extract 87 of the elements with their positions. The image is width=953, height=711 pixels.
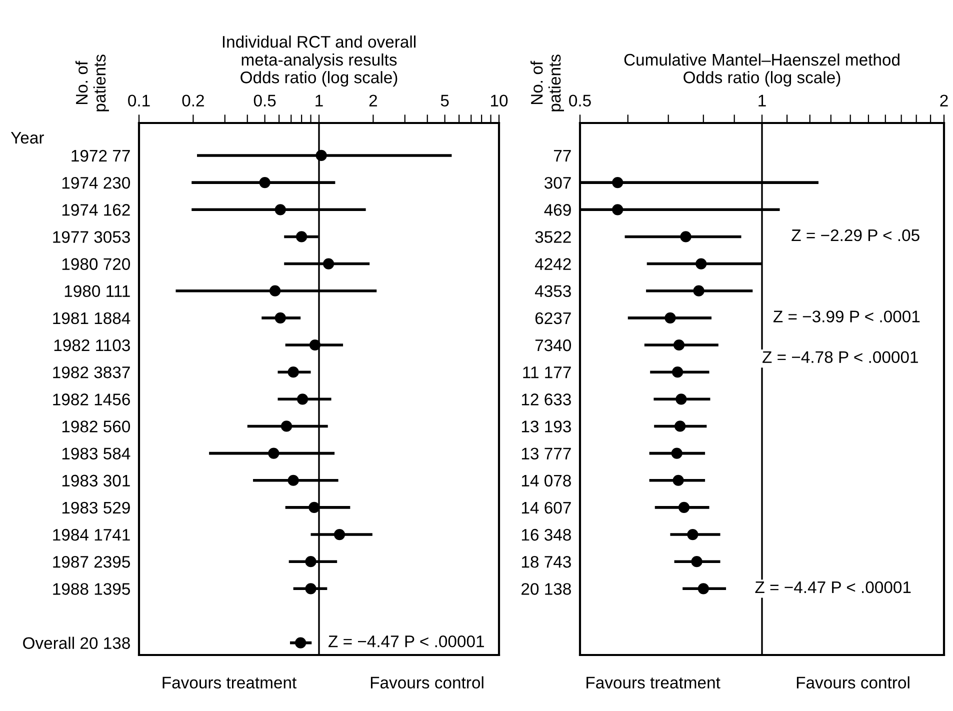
point [696,258,707,270]
point [672,474,684,486]
y-tick-label: 1982 3837 [53,366,130,378]
point [305,556,316,568]
text: Favours treatment [586,676,720,689]
y-tick-label: 7340 [535,339,572,352]
point [296,394,308,405]
y-tick-label: Overall 20 138 [23,636,130,650]
x-axis-title: Odds ratio (log scale) [240,71,398,87]
point [673,339,685,351]
y-tick-label: 13 777 [522,448,571,460]
point [309,339,321,351]
y-tick-label: 1988 1395 [53,583,130,595]
point [296,231,308,242]
chart-title: Cumulative Mantel–Haenszel method [624,53,900,66]
text: Year [10,132,44,144]
text: No. of patients [530,54,564,112]
annotation: Z = −4.78 P < .00001 [762,351,918,364]
y-tick-label: 6237 [535,312,571,324]
point [274,312,286,324]
y-tick-label: 1974 162 [62,204,130,216]
y-tick-label: 1982 1456 [53,394,130,406]
y-tick-label: 16 348 [522,528,571,541]
point [305,583,316,594]
y-tick-label: 1982 560 [62,420,130,432]
y-tick-label: 20 138 [522,583,571,595]
x-tick-label: 1 [316,94,323,106]
x-tick-label: 2 [369,94,377,106]
point [295,637,306,648]
point [671,448,682,459]
y-tick-label: 4242 [534,258,571,270]
y-tick-label: 12 633 [522,394,571,406]
x-axis-title: Odds ratio (log scale) [684,71,840,87]
x-tick-label: 10 [491,94,508,107]
y-tick-label: 1980 111 [64,285,130,298]
y-tick-label: 13 193 [522,420,571,432]
y-tick-label: 469 [544,204,571,216]
x-tick-label: 5 [440,94,449,107]
point [280,420,292,432]
point [698,583,709,594]
x-tick-label: 0.1 [128,94,150,107]
point [664,312,676,324]
point [680,231,692,242]
text: No. of patients [75,54,109,112]
y-tick-label: 3522 [535,231,571,243]
annotation: Z = −2.29 P < .05 [792,229,920,242]
annotation: Z = −4.47 P < .00001 [755,581,911,594]
text: Favours control [796,676,910,689]
y-tick-label: 1974 230 [62,176,130,189]
y-tick-label: 77 [554,150,571,162]
point [288,366,299,378]
y-tick-label: 1983 584 [62,448,130,460]
y-tick-label: 1982 1103 [54,339,130,352]
x-tick-label: 1 [758,94,766,106]
y-tick-label: 1977 3053 [53,231,130,243]
y-tick-label: 1983 529 [62,502,130,514]
point [288,474,299,486]
point [308,502,320,514]
y-tick-label: 1984 1741 [53,528,130,541]
point [674,420,686,432]
y-tick-label: 18 743 [522,556,571,568]
point [274,204,286,216]
y-tick-label: 14 078 [522,474,571,487]
point [676,394,687,405]
chart-title: Individual RCT and overall meta-analysis results [222,35,416,69]
x-tick-label: 0.2 [182,94,204,107]
y-tick-label: 1972 77 [72,150,130,162]
point [687,528,698,540]
y-tick-label: 307 [544,176,571,189]
annotation: Z = −4.47 P < .00001 [328,635,484,648]
y-tick-label: 1980 720 [62,258,130,270]
x-tick-label: 0.5 [569,94,591,107]
y-tick-label: 11 177 [523,366,571,378]
annotation: Z = −3.99 P < .0001 [773,310,920,322]
y-tick-label: 4353 [534,285,571,298]
point [672,366,684,378]
x-tick-label: 2 [940,94,948,106]
y-tick-label: 1983 301 [62,474,130,487]
text: Favours control [370,676,484,689]
point [691,556,702,568]
y-tick-label: 14 607 [522,502,571,514]
x-tick-label: 0.5 [254,94,276,107]
point [693,285,704,296]
y-tick-label: 1981 1884 [53,312,130,324]
y-tick-label: 1987 2395 [53,556,130,568]
point [678,502,690,514]
text: Favours treatment [162,676,296,689]
